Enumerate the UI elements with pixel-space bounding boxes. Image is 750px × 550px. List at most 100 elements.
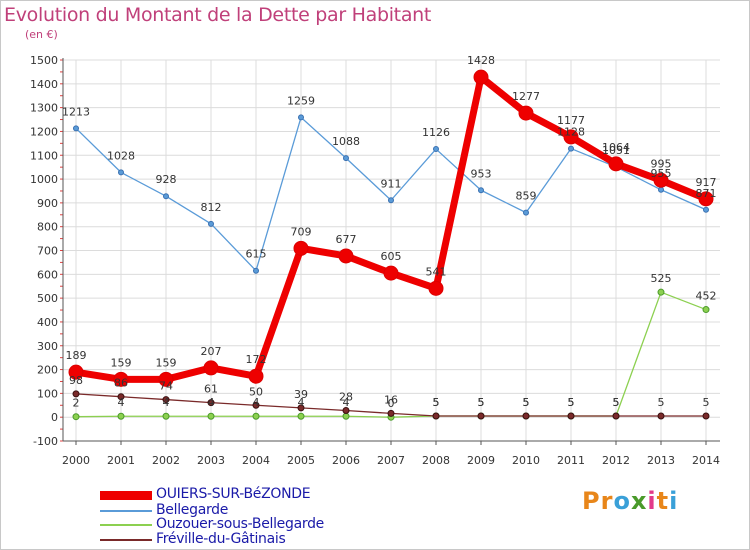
- data-point: [568, 145, 574, 152]
- y-tick-label: 1200: [30, 125, 58, 138]
- data-point: [478, 187, 484, 194]
- data-point: [248, 368, 264, 384]
- data-label: 605: [381, 250, 402, 263]
- y-tick-label: 1500: [30, 54, 58, 67]
- x-tick-label: 2011: [557, 454, 585, 467]
- data-point: [518, 105, 534, 121]
- data-label: 5: [478, 396, 485, 409]
- logo-letter: i: [669, 487, 679, 515]
- data-label: 5: [658, 396, 665, 409]
- data-point: [433, 146, 439, 153]
- data-point: [208, 220, 214, 227]
- x-tick-label: 2004: [242, 454, 270, 467]
- data-label: 525: [651, 272, 672, 285]
- data-label: 61: [204, 383, 218, 396]
- data-point: [113, 371, 129, 387]
- data-point: [563, 129, 579, 145]
- data-label: 5: [523, 396, 530, 409]
- data-point: [68, 364, 84, 380]
- logo-letter: t: [656, 487, 670, 515]
- data-label: 159: [156, 356, 177, 369]
- legend-label: Bellegarde: [156, 502, 229, 518]
- data-label: 28: [339, 391, 353, 404]
- data-point: [163, 193, 169, 200]
- chart-title: Evolution du Montant de la Dette par Hab…: [4, 4, 432, 26]
- y-tick-label: 0: [51, 411, 58, 424]
- series-0: [68, 69, 714, 387]
- data-label: 4: [298, 396, 305, 409]
- y-tick-label: 900: [37, 197, 58, 210]
- x-tick-label: 2008: [422, 454, 450, 467]
- y-tick-label: 200: [37, 364, 58, 377]
- data-point: [207, 399, 215, 407]
- data-label: 39: [294, 388, 308, 401]
- series-group: [68, 69, 714, 421]
- data-label: 5: [523, 396, 530, 409]
- data-label: 1126: [422, 126, 450, 139]
- data-label: 859: [516, 190, 537, 203]
- axes: -100010020030040050060070080090010001100…: [30, 54, 720, 467]
- data-label: 5: [613, 396, 620, 409]
- data-label: 16: [384, 393, 398, 406]
- data-label: 5: [568, 396, 575, 409]
- x-tick-label: 2000: [62, 454, 90, 467]
- data-label: 953: [471, 167, 492, 180]
- data-point: [612, 412, 620, 420]
- data-point: [473, 69, 489, 85]
- data-point: [298, 114, 304, 121]
- data-point: [657, 288, 665, 296]
- y-tick-label: 1400: [30, 78, 58, 91]
- series-3: [72, 390, 710, 420]
- x-tick-label: 2010: [512, 454, 540, 467]
- data-label: 1213: [62, 105, 90, 118]
- x-tick-label: 2006: [332, 454, 360, 467]
- data-label: 541: [426, 265, 447, 278]
- data-label: 1028: [107, 149, 135, 162]
- data-point: [293, 240, 309, 256]
- data-label: 928: [156, 173, 177, 186]
- data-label: 98: [69, 374, 83, 387]
- legend-label: Ouzouer-sous-Bellegarde: [156, 516, 324, 532]
- data-label: 1088: [332, 135, 360, 148]
- data-label: 5: [613, 396, 620, 409]
- y-tick-label: 500: [37, 292, 58, 305]
- x-tick-label: 2002: [152, 454, 180, 467]
- data-label: 1051: [602, 144, 630, 157]
- data-point: [117, 393, 125, 401]
- data-label: 2: [73, 397, 80, 410]
- data-point: [253, 267, 259, 274]
- data-point: [702, 306, 710, 314]
- data-point: [702, 412, 710, 420]
- y-tick-label: 1300: [30, 102, 58, 115]
- proxiti-logo: Proxiti: [582, 487, 678, 515]
- data-point: [342, 412, 350, 420]
- data-point: [567, 412, 575, 420]
- y-tick-label: -100: [33, 435, 58, 448]
- data-label: 615: [246, 248, 267, 261]
- data-point: [203, 360, 219, 376]
- legend-label: OUIERS-SUR-BéZONDE: [156, 486, 311, 502]
- data-point: [117, 412, 125, 420]
- data-label: 4: [208, 396, 215, 409]
- y-tick-label: 1100: [30, 149, 58, 162]
- data-point: [207, 412, 215, 420]
- data-label: 4: [343, 396, 350, 409]
- data-label: 1277: [512, 90, 540, 103]
- data-point: [162, 412, 170, 420]
- logo-letter: x: [630, 487, 648, 515]
- data-label: 5: [433, 396, 440, 409]
- data-point: [297, 412, 305, 420]
- data-label: 955: [651, 167, 672, 180]
- data-label: 5: [703, 396, 710, 409]
- data-label: 677: [336, 233, 357, 246]
- data-label: 4: [253, 396, 260, 409]
- y-tick-label: 800: [37, 221, 58, 234]
- data-label: 1128: [557, 126, 585, 139]
- data-label: 917: [696, 176, 717, 189]
- data-point: [657, 412, 665, 420]
- data-label: 1177: [557, 114, 585, 127]
- data-point: [118, 169, 124, 176]
- legend-swatch: [100, 491, 152, 500]
